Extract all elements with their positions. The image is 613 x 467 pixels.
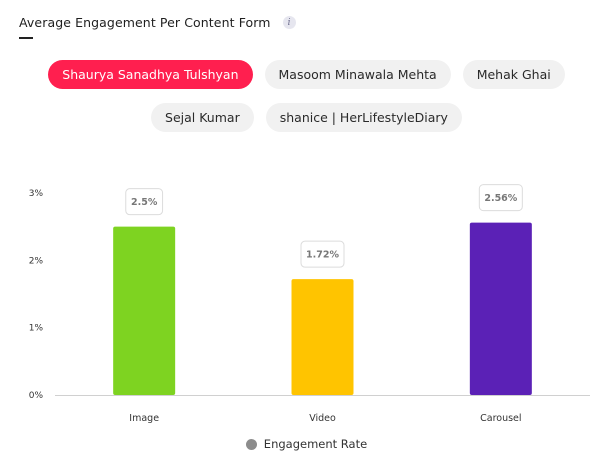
legend-label: Engagement Rate bbox=[263, 437, 368, 451]
chip-mehak-ghai[interactable]: Mehak Ghai bbox=[462, 60, 565, 89]
chart-title: Average Engagement Per Content Form bbox=[19, 15, 271, 30]
chart-legend: Engagement Rate bbox=[0, 437, 613, 451]
category-label: Carousel bbox=[480, 413, 521, 424]
chip-masoom-minawala-mehta[interactable]: Masoom Minawala Mehta bbox=[264, 60, 451, 89]
category-label: Image bbox=[129, 413, 159, 424]
title-underline bbox=[19, 37, 33, 39]
chip-shanice-herlifestylediary[interactable]: shanice | HerLifestyleDiary bbox=[265, 103, 462, 132]
legend-dot bbox=[245, 438, 257, 450]
chip-sejal-kumar[interactable]: Sejal Kumar bbox=[151, 103, 254, 132]
value-badge bbox=[125, 188, 164, 216]
value-label: 2.5% bbox=[131, 197, 158, 208]
value-label: 2.56% bbox=[484, 193, 517, 204]
y-tick-label: 0% bbox=[29, 391, 44, 401]
y-tick-label: 2% bbox=[29, 256, 44, 266]
bar-image bbox=[113, 226, 176, 395]
card-header: Average Engagement Per Content Form i bbox=[19, 15, 296, 30]
creator-chips: Shaurya Sanadhya Tulshyan Masoom Minawal… bbox=[0, 60, 613, 146]
chip-shaurya-sanadhya-tulshyan[interactable]: Shaurya Sanadhya Tulshyan bbox=[48, 60, 253, 89]
chip-row-2: Sejal Kumar shanice | HerLifestyleDiary bbox=[0, 103, 613, 132]
value-badge bbox=[478, 184, 523, 212]
value-label: 1.72% bbox=[306, 250, 339, 261]
y-tick-label: 1% bbox=[29, 324, 44, 334]
category-label: Video bbox=[309, 413, 336, 424]
y-tick-label: 3% bbox=[29, 189, 44, 199]
chip-row-1: Shaurya Sanadhya Tulshyan Masoom Minawal… bbox=[0, 60, 613, 89]
bar-video bbox=[291, 279, 354, 395]
value-badge bbox=[300, 240, 345, 268]
bar-carousel bbox=[469, 222, 532, 395]
info-icon[interactable]: i bbox=[282, 16, 296, 29]
